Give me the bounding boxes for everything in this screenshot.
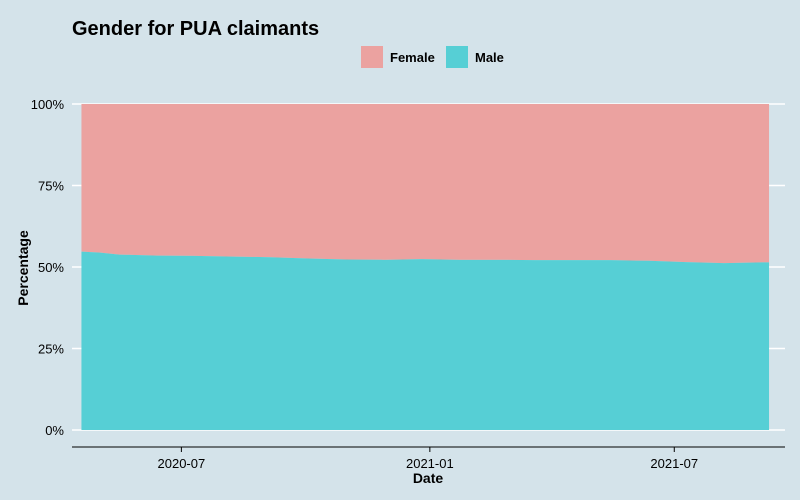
legend-swatch-male (446, 46, 468, 68)
legend-swatch-female (361, 46, 383, 68)
legend: Female Male (361, 46, 504, 68)
y-tick-label: 75% (38, 179, 64, 194)
x-tick-label: 2021-01 (406, 456, 454, 471)
x-tick-label: 2020-07 (158, 456, 206, 471)
area-male (81, 251, 770, 430)
y-axis: 0% 25% 50% 75% 100% (31, 97, 65, 438)
x-axis: 2020-07 2021-01 2021-07 (72, 446, 785, 471)
y-tick-label: 50% (38, 260, 64, 275)
x-tick-label: 2021-07 (650, 456, 698, 471)
y-axis-title: Percentage (15, 230, 31, 306)
x-axis-title: Date (413, 470, 444, 486)
legend-label-male: Male (475, 50, 504, 65)
y-tick-label: 0% (45, 423, 64, 438)
y-tick-label: 100% (31, 97, 65, 112)
area-female (81, 104, 770, 264)
plot-areas (81, 104, 770, 430)
y-tick-label: 25% (38, 342, 64, 357)
chart-title: Gender for PUA claimants (72, 18, 319, 40)
legend-label-female: Female (390, 50, 435, 65)
